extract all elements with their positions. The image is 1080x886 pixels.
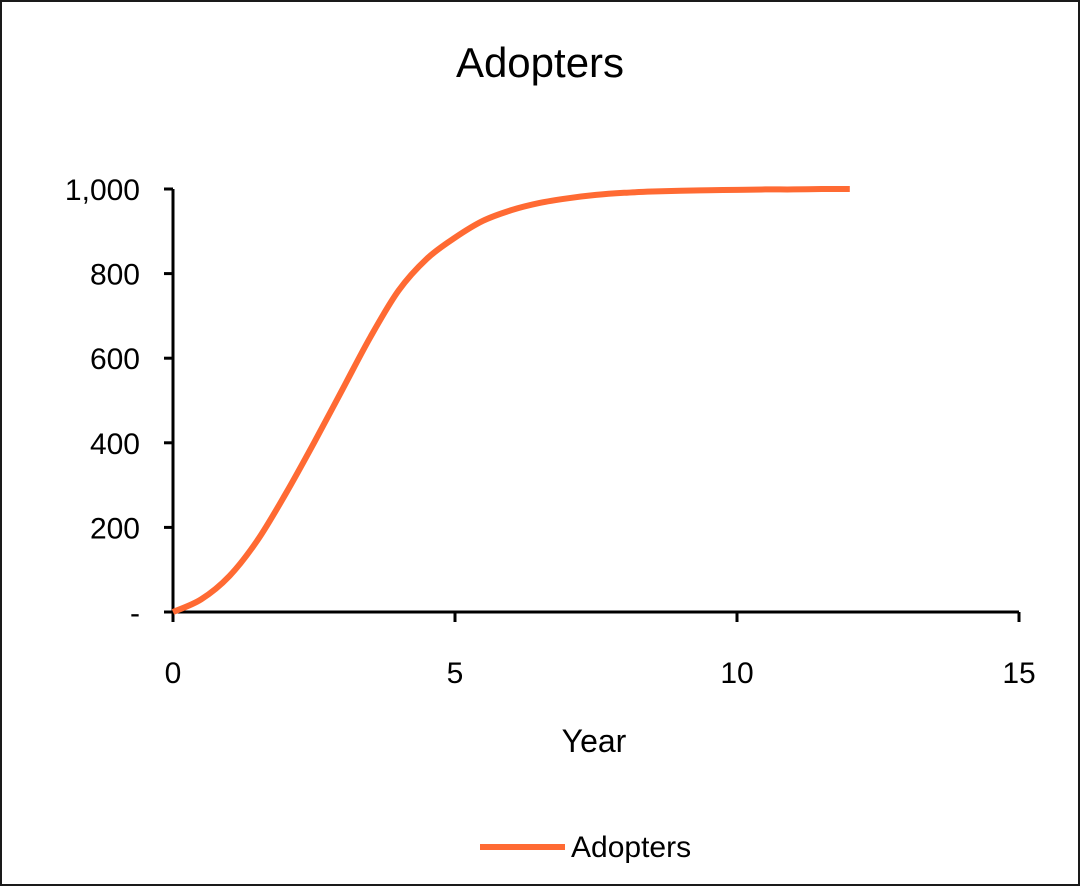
y-tick-label: 600 — [90, 343, 140, 376]
chart-title: Adopters — [456, 39, 624, 86]
x-axis: 0 5 10 15 — [164, 610, 1036, 690]
x-tick-label: 15 — [1002, 657, 1035, 690]
y-tick-label: 800 — [90, 259, 140, 292]
adopters-series-line — [171, 185, 850, 615]
y-tick-label: - — [130, 597, 140, 630]
x-tick-label: 5 — [447, 657, 464, 690]
y-tick-label: 200 — [90, 512, 140, 545]
x-axis-title: Year — [562, 723, 627, 759]
x-tick-label: 10 — [720, 657, 753, 690]
legend: Adopters — [480, 831, 691, 864]
y-tick-label: 1,000 — [65, 174, 140, 207]
y-tick-label: 400 — [90, 428, 140, 461]
y-axis: - 200 400 600 800 1,000 — [65, 174, 175, 630]
x-tick-label: 0 — [165, 657, 182, 690]
legend-label-adopters: Adopters — [571, 831, 691, 864]
